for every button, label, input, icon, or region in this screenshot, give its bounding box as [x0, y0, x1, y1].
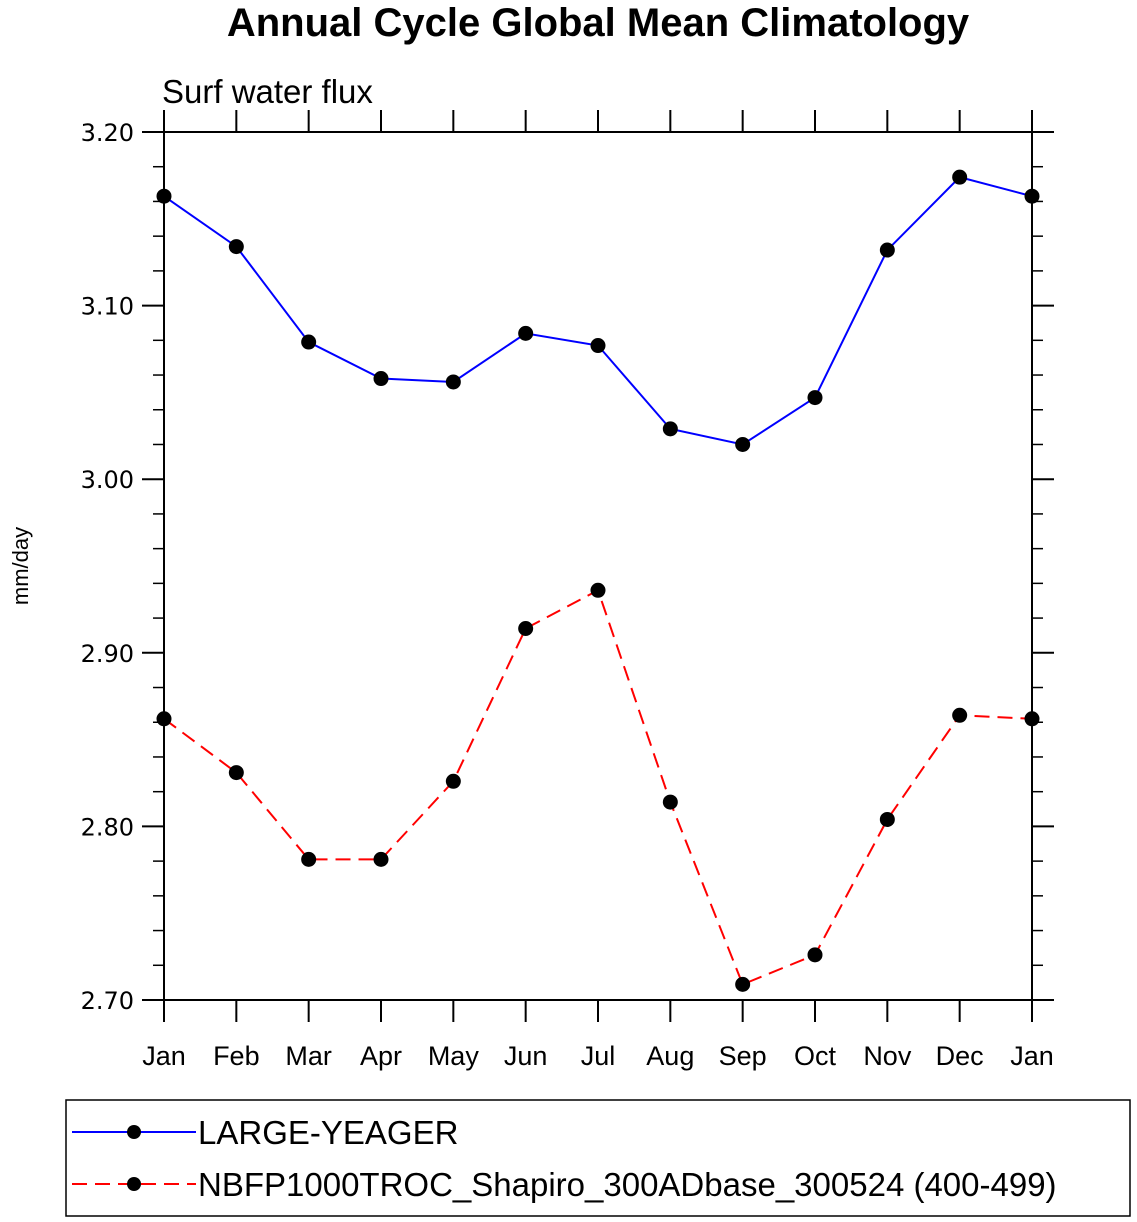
- data-point-series-1: [156, 711, 172, 727]
- x-tick-label: Jan: [1010, 1041, 1054, 1071]
- data-point-series-0: [879, 242, 895, 258]
- data-point-series-1: [735, 976, 751, 992]
- data-point-series-1: [445, 773, 461, 789]
- data-point-series-0: [373, 371, 389, 387]
- y-tick-label: 3.20: [81, 119, 134, 147]
- legend-label-series-1: NBFP1000TROC_Shapiro_300ADbase_300524 (4…: [198, 1166, 1057, 1203]
- y-tick-label: 2.90: [81, 640, 134, 668]
- data-point-series-1: [1024, 711, 1040, 727]
- x-tick-label: Sep: [719, 1041, 767, 1071]
- legend-box: [65, 1099, 1131, 1217]
- data-point-series-1: [373, 851, 389, 867]
- data-point-series-0: [301, 334, 317, 350]
- data-point-series-1: [879, 811, 895, 827]
- x-tick-label: Aug: [646, 1041, 694, 1071]
- x-tick-label: Apr: [360, 1041, 402, 1071]
- x-tick-label: Mar: [285, 1041, 332, 1071]
- data-point-series-0: [735, 436, 751, 452]
- x-tick-label: Nov: [863, 1041, 912, 1071]
- legend-marker-series-1: [127, 1177, 141, 1191]
- y-tick-label: 2.80: [81, 813, 134, 841]
- data-point-series-0: [156, 188, 172, 204]
- chart-subtitle: Surf water flux: [162, 73, 373, 110]
- series-group: [156, 169, 1040, 992]
- data-point-series-1: [301, 851, 317, 867]
- y-tick-label: 3.10: [81, 293, 134, 321]
- x-tick-label: Jan: [142, 1041, 186, 1071]
- series-line-0: [163, 176, 1033, 446]
- data-point-series-1: [518, 620, 534, 636]
- data-point-series-1: [952, 707, 968, 723]
- data-point-series-0: [662, 421, 678, 437]
- data-point-series-0: [1024, 188, 1040, 204]
- axes: [142, 110, 1054, 1022]
- x-tick-label: Dec: [936, 1041, 984, 1071]
- data-point-series-0: [952, 169, 968, 185]
- y-axis-label: mm/day: [8, 527, 33, 605]
- series-line-1: [163, 588, 1033, 986]
- y-tick-label: 2.70: [81, 987, 134, 1015]
- data-point-series-1: [590, 582, 606, 598]
- y-tick-label: 3.00: [81, 466, 134, 494]
- plot-frame: [163, 131, 1033, 1001]
- x-tick-label: Feb: [213, 1041, 260, 1071]
- legend: LARGE-YEAGER NBFP1000TROC_Shapiro_300ADb…: [65, 1099, 1131, 1217]
- data-point-series-0: [445, 374, 461, 390]
- x-tick-labels: Jan Feb Mar Apr May Jun Jul Aug Sep Oct Nov Dec Jan: [142, 1041, 1054, 1071]
- data-point-series-0: [228, 239, 244, 255]
- data-point-series-0: [807, 390, 823, 406]
- x-tick-label: Jul: [581, 1041, 616, 1071]
- y-tick-labels: 2.70 2.80 2.90 3.00 3.10 3.20: [81, 119, 134, 1015]
- data-point-series-0: [518, 325, 534, 341]
- data-point-series-1: [228, 765, 244, 781]
- data-point-series-1: [807, 947, 823, 963]
- data-point-series-0: [590, 338, 606, 354]
- legend-label-series-0: LARGE-YEAGER: [198, 1114, 458, 1151]
- x-tick-label: Jun: [504, 1041, 548, 1071]
- x-tick-label: May: [428, 1041, 480, 1071]
- chart-title: Annual Cycle Global Mean Climatology: [227, 1, 970, 45]
- data-point-series-1: [662, 794, 678, 810]
- legend-marker-series-0: [127, 1125, 141, 1139]
- x-tick-label: Oct: [794, 1041, 837, 1071]
